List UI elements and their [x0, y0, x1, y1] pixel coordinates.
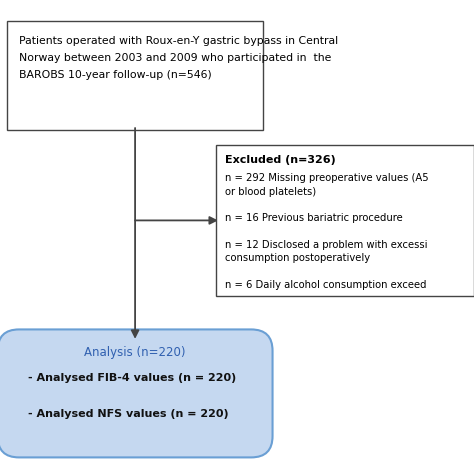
Text: n = 6 Daily alcohol consumption exceed: n = 6 Daily alcohol consumption exceed — [225, 280, 427, 290]
FancyBboxPatch shape — [0, 329, 273, 457]
FancyBboxPatch shape — [216, 145, 474, 296]
FancyBboxPatch shape — [7, 21, 263, 130]
Text: or blood platelets): or blood platelets) — [225, 187, 316, 197]
Text: Patients operated with Roux-en-Y gastric bypass in Central
Norway between 2003 a: Patients operated with Roux-en-Y gastric… — [19, 36, 338, 80]
Text: - Analysed FIB-4 values (n = 220): - Analysed FIB-4 values (n = 220) — [28, 373, 237, 383]
Text: Analysis (n=220): Analysis (n=220) — [84, 346, 186, 359]
Text: - Analysed NFS values (n = 220): - Analysed NFS values (n = 220) — [28, 409, 229, 419]
Text: n = 12 Disclosed a problem with excessi: n = 12 Disclosed a problem with excessi — [225, 240, 428, 250]
Text: Excluded (n=326): Excluded (n=326) — [225, 155, 336, 165]
Text: consumption postoperatively: consumption postoperatively — [225, 253, 370, 263]
Text: n = 292 Missing preoperative values (A5: n = 292 Missing preoperative values (A5 — [225, 173, 429, 183]
Text: n = 16 Previous bariatric procedure: n = 16 Previous bariatric procedure — [225, 213, 403, 223]
